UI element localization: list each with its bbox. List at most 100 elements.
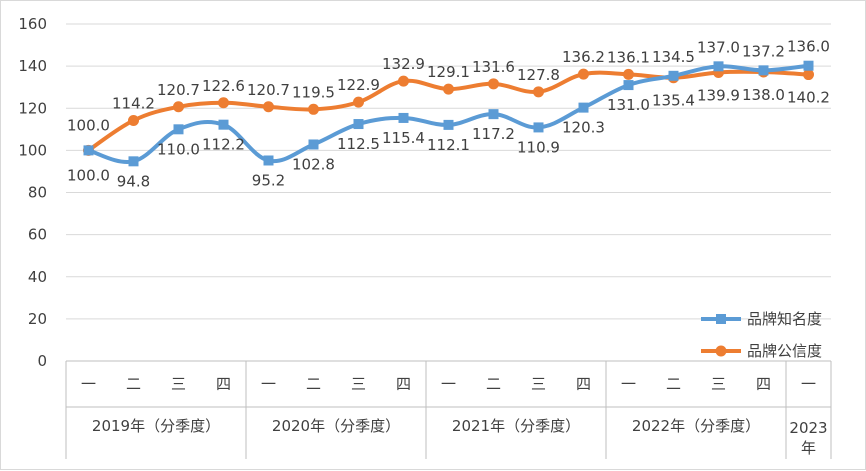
- x-tick-label: 一: [261, 375, 276, 393]
- data-label: 110.0: [157, 140, 200, 158]
- data-label: 117.2: [472, 125, 515, 143]
- x-tick-label: 三: [171, 375, 186, 393]
- data-label: 102.8: [292, 155, 335, 173]
- data-label: 136.1: [607, 48, 650, 66]
- x-tick-label: 三: [351, 375, 366, 393]
- data-label: 132.9: [382, 55, 425, 73]
- legend-label: 品牌公信度: [747, 342, 822, 360]
- data-point: [533, 86, 544, 98]
- y-tick-label: 80: [28, 184, 47, 202]
- data-point: [263, 101, 274, 113]
- y-tick-label: 20: [28, 310, 47, 328]
- data-label: 94.8: [117, 172, 150, 190]
- y-tick-label: 0: [37, 352, 47, 370]
- data-label: 112.2: [202, 136, 245, 154]
- data-point: [173, 124, 184, 135]
- y-tick-label: 60: [28, 226, 47, 244]
- data-point: [218, 119, 229, 130]
- data-point: [128, 156, 139, 167]
- data-label: 110.9: [517, 138, 560, 156]
- data-point: [353, 119, 364, 130]
- data-point: [443, 119, 454, 130]
- x-tick-label: 二: [666, 375, 681, 393]
- x-tick-label: 一: [81, 375, 96, 393]
- data-label: 95.2: [252, 171, 285, 189]
- data-label: 122.9: [337, 76, 380, 94]
- x-tick-label: 二: [306, 375, 321, 393]
- legend-label: 品牌知名度: [747, 310, 822, 328]
- data-point: [173, 101, 184, 113]
- x-tick-label: 四: [756, 375, 771, 393]
- data-point: [443, 83, 454, 95]
- x-tick-label: 四: [396, 375, 411, 393]
- y-tick-label: 120: [18, 99, 47, 117]
- data-label: 114.2: [112, 94, 155, 112]
- data-point: [668, 70, 679, 81]
- data-label: 122.6: [202, 77, 245, 95]
- data-label: 135.4: [652, 92, 695, 110]
- group-label: 2022年（分季度）: [632, 417, 760, 435]
- data-point: [308, 139, 319, 150]
- data-point: [353, 96, 364, 108]
- data-label: 131.6: [472, 58, 515, 76]
- data-label: 112.1: [427, 136, 470, 154]
- data-label: 120.7: [157, 81, 200, 99]
- data-label: 139.9: [697, 86, 740, 104]
- data-label: 136.0: [787, 38, 830, 56]
- data-label: 120.3: [562, 119, 605, 137]
- data-label: 137.0: [697, 38, 740, 56]
- data-point: [128, 114, 139, 126]
- data-point: [533, 122, 544, 133]
- data-label: 131.0: [607, 96, 650, 114]
- data-label: 140.2: [787, 89, 830, 107]
- x-tick-label: 三: [711, 375, 726, 393]
- data-label: 119.5: [292, 83, 335, 101]
- data-label: 134.5: [652, 48, 695, 66]
- legend-marker: [715, 345, 727, 357]
- group-label: 2020年（分季度）: [272, 417, 400, 435]
- x-tick-label: 四: [216, 375, 231, 393]
- data-label: 137.2: [742, 42, 785, 60]
- data-point: [713, 61, 724, 72]
- data-label: 100.0: [67, 166, 110, 184]
- data-label: 127.8: [517, 66, 560, 84]
- group-label: 2021年（分季度）: [452, 417, 580, 435]
- data-label: 138.0: [742, 86, 785, 104]
- data-point: [623, 80, 634, 91]
- data-label: 129.1: [427, 63, 470, 81]
- data-point: [308, 103, 319, 115]
- data-point: [398, 112, 409, 123]
- data-point: [758, 65, 769, 76]
- group-label: 2023 年: [789, 419, 827, 457]
- data-label: 115.4: [382, 129, 425, 147]
- data-point: [218, 97, 229, 109]
- y-tick-label: 160: [18, 15, 47, 33]
- data-point: [803, 60, 814, 71]
- x-tick-label: 二: [486, 375, 501, 393]
- x-tick-label: 二: [126, 375, 141, 393]
- x-tick-label: 四: [576, 375, 591, 393]
- data-point: [803, 69, 814, 81]
- y-tick-label: 100: [18, 141, 47, 159]
- x-tick-label: 三: [531, 375, 546, 393]
- data-point: [488, 78, 499, 90]
- data-label: 112.5: [337, 135, 380, 153]
- data-point: [578, 68, 589, 80]
- y-tick-label: 40: [28, 268, 47, 286]
- data-label: 100.0: [67, 116, 110, 134]
- data-point: [398, 75, 409, 87]
- y-tick-label: 140: [18, 57, 47, 75]
- x-tick-label: 一: [621, 375, 636, 393]
- data-point: [578, 102, 589, 113]
- data-point: [263, 155, 274, 166]
- data-point: [488, 109, 499, 120]
- x-tick-label: 一: [441, 375, 456, 393]
- data-point: [623, 68, 634, 80]
- data-label: 136.2: [562, 48, 605, 66]
- group-label: 2019年（分季度）: [92, 417, 220, 435]
- data-point: [83, 145, 94, 156]
- legend-marker: [716, 314, 726, 324]
- data-label: 120.7: [247, 81, 290, 99]
